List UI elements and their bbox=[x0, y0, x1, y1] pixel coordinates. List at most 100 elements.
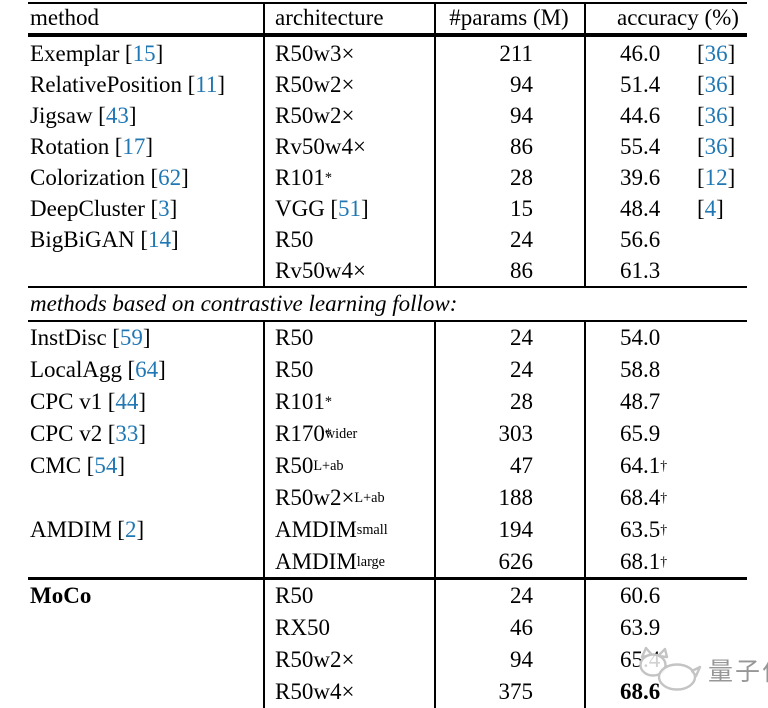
citation-open-bracket: [ bbox=[114, 133, 123, 159]
architecture-name: Rv50w4× bbox=[275, 133, 366, 159]
citation-link[interactable]: 62 bbox=[158, 164, 182, 190]
table-row: DeepCluster[3] VGG[51] 15 48.4[4] bbox=[0, 193, 768, 224]
citation-link[interactable]: 4 bbox=[704, 195, 717, 221]
architecture-cell: R50 bbox=[275, 354, 313, 386]
citation-open-bracket: [ bbox=[697, 164, 705, 190]
params-value: 47 bbox=[510, 453, 533, 478]
citation-link[interactable]: 33 bbox=[115, 421, 139, 446]
rows-group-contrastive: InstDisc[59] R50 24 54.0 LocalAgg[64] R50 24 58… bbox=[0, 322, 768, 578]
citation-link[interactable]: 17 bbox=[122, 133, 146, 159]
method-cell: AMDIM[2] bbox=[30, 514, 144, 546]
accuracy-value: 60.6 bbox=[620, 583, 661, 608]
params-cell: 94 bbox=[437, 644, 533, 676]
architecture-name: R50 bbox=[275, 583, 314, 608]
citation-close-bracket: ] bbox=[158, 357, 166, 382]
table-header-row: method architecture #params (M) accuracy… bbox=[0, 2, 768, 33]
params-value: 15 bbox=[510, 195, 533, 221]
accuracy-citation: [36] bbox=[697, 131, 735, 162]
citation-link[interactable]: 15 bbox=[132, 40, 156, 66]
citation-open-bracket: [ bbox=[98, 102, 106, 128]
params-cell: 24 bbox=[437, 224, 533, 255]
architecture-cell: VGG[51] bbox=[275, 193, 369, 224]
method-cell: LocalAgg[64] bbox=[30, 354, 166, 386]
citation-link[interactable]: 51 bbox=[338, 195, 362, 221]
citation-open-bracket: [ bbox=[140, 226, 148, 252]
method-name: BigBiGAN bbox=[30, 226, 135, 252]
accuracy-cell: 48.4 [4] bbox=[620, 193, 724, 224]
citation-link[interactable]: 59 bbox=[119, 325, 143, 350]
accuracy-cell: 58.8 bbox=[620, 354, 660, 386]
params-value: 28 bbox=[510, 389, 533, 414]
params-value: 94 bbox=[510, 647, 533, 672]
citation-open-bracket: [ bbox=[697, 195, 705, 221]
architecture-name: AMDIM bbox=[275, 549, 357, 574]
citation-close-bracket: ] bbox=[138, 389, 147, 414]
architecture-cell: R101 * bbox=[275, 164, 332, 190]
citation-open-bracket: [ bbox=[124, 40, 133, 66]
params-cell: 24 bbox=[437, 322, 533, 354]
citation-link[interactable]: 12 bbox=[704, 164, 728, 190]
method-name: LocalAgg bbox=[30, 357, 122, 382]
section-rule-above-note bbox=[28, 286, 747, 288]
params-value: 375 bbox=[498, 679, 534, 704]
architecture-name: R50w2× bbox=[275, 71, 355, 97]
method-cell: CPC v1[44] bbox=[30, 386, 146, 418]
table-row: CPC v1[44] R101 * 28 48.7 bbox=[0, 386, 768, 418]
citation-link[interactable]: 54 bbox=[94, 453, 118, 478]
table-row: MoCo R50 24 60.6 bbox=[0, 580, 768, 612]
method-cell: BigBiGAN[14] bbox=[30, 224, 179, 255]
accuracy-value: 58.8 bbox=[620, 357, 661, 382]
column-header-params: #params (M) bbox=[449, 4, 569, 30]
table-row: R50w2× L+ab 188 68.4 † bbox=[0, 482, 768, 514]
method-cell: CMC[54] bbox=[30, 450, 125, 482]
citation-close-bracket: ] bbox=[142, 325, 151, 350]
citation-link[interactable]: 36 bbox=[704, 40, 728, 66]
accuracy-cell: 51.4 [36] bbox=[620, 69, 735, 100]
params-cell: 188 bbox=[437, 482, 534, 514]
architecture-name: R50 bbox=[275, 226, 314, 252]
citation-link[interactable]: 36 bbox=[704, 133, 728, 159]
params-cell: 626 bbox=[437, 546, 534, 578]
accuracy-citation: [12] bbox=[697, 162, 735, 193]
column-header-method: method bbox=[30, 4, 99, 30]
citation-link[interactable]: 36 bbox=[704, 102, 728, 128]
architecture-cell: Rv50w4× bbox=[275, 255, 366, 286]
citation-open-bracket: [ bbox=[107, 389, 116, 414]
accuracy-cell: 44.6 [36] bbox=[620, 100, 735, 131]
params-cell: 94 bbox=[437, 69, 533, 100]
architecture-cell: R170 * wider bbox=[275, 421, 358, 446]
citation-link[interactable]: 11 bbox=[195, 71, 218, 97]
citation-link[interactable]: 36 bbox=[704, 71, 728, 97]
table-row: RelativePosition[11] R50w2× 94 51.4[36] bbox=[0, 69, 768, 100]
params-cell: 46 bbox=[437, 612, 533, 644]
citation-close-bracket: ] bbox=[727, 102, 736, 128]
citation-link[interactable]: 2 bbox=[124, 517, 137, 542]
citation-close-bracket: ] bbox=[727, 133, 736, 159]
params-value: 24 bbox=[510, 357, 533, 382]
accuracy-cell: 39.6 [12] bbox=[620, 162, 735, 193]
citation-close-bracket: ] bbox=[727, 71, 736, 97]
citation-link[interactable]: 44 bbox=[115, 389, 139, 414]
architecture-name: R50w2× bbox=[275, 647, 355, 672]
method-name: CPC v2 bbox=[30, 421, 103, 446]
citation-open-bracket: [ bbox=[112, 325, 120, 350]
architecture-cell: R50w2× bbox=[275, 69, 354, 100]
citation-open-bracket: [ bbox=[187, 71, 196, 97]
architecture-name: R50w4× bbox=[275, 679, 355, 704]
table-top-rule bbox=[28, 2, 747, 4]
table-row: InstDisc[59] R50 24 54.0 bbox=[0, 322, 768, 354]
table-row: AMDIM[2] AMDIM small 194 63.5 † bbox=[0, 514, 768, 546]
accuracy-citation: [36] bbox=[697, 38, 735, 69]
citation-link[interactable]: 14 bbox=[147, 226, 171, 252]
citation-link[interactable]: 3 bbox=[158, 195, 170, 221]
citation-open-bracket: [ bbox=[150, 195, 159, 221]
citation-open-bracket: [ bbox=[330, 195, 339, 221]
method-name: Rotation bbox=[30, 133, 110, 159]
citation-link[interactable]: 43 bbox=[105, 102, 129, 128]
method-cell: Colorization[62] bbox=[30, 162, 189, 193]
citation-link[interactable]: 64 bbox=[135, 357, 159, 382]
citation-close-bracket: ] bbox=[138, 421, 147, 446]
architecture-name: R170 bbox=[275, 421, 325, 446]
column-rule bbox=[263, 2, 265, 287]
